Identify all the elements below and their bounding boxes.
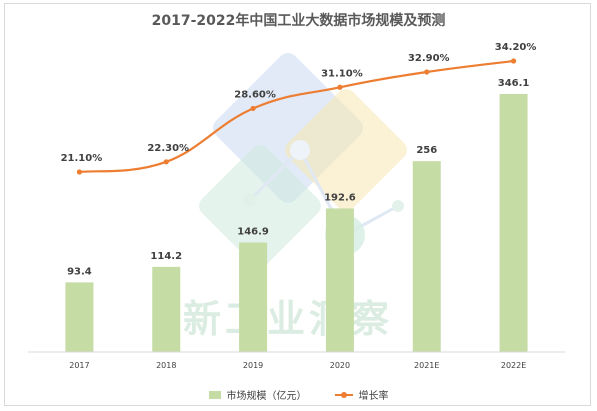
legend-bar-swatch bbox=[208, 390, 221, 399]
bar-2018 bbox=[152, 266, 181, 352]
line-point-2020 bbox=[337, 84, 343, 90]
bar-series: 93.4 114.2 146.9 192.6 256 346.1 bbox=[65, 78, 529, 352]
line-label-2018: 22.30% bbox=[147, 143, 189, 154]
watermark-node-4 bbox=[392, 200, 404, 212]
bar-label-2020: 192.6 bbox=[324, 192, 356, 203]
legend-bar-label: 市场规模（亿元） bbox=[226, 391, 307, 402]
x-tick-label-2021E: 2021E bbox=[414, 361, 439, 370]
line-label-2021E: 32.90% bbox=[408, 53, 450, 64]
line-point-2018 bbox=[163, 159, 169, 165]
legend-line-swatch bbox=[334, 391, 353, 399]
line-label-2020: 31.10% bbox=[321, 68, 363, 79]
bar-2017 bbox=[65, 282, 94, 352]
x-tick-label-2019: 2019 bbox=[243, 361, 263, 370]
x-tick-label-2018: 2018 bbox=[156, 361, 176, 370]
x-axis: 2017 2018 2019 2020 2021E 2022E bbox=[28, 351, 565, 370]
chart-title: 2017-2022年中国工业大数据市场规模及预测 bbox=[151, 13, 446, 29]
bar-label-2022E: 346.1 bbox=[498, 78, 530, 89]
x-tick-label-2022E: 2022E bbox=[501, 361, 526, 370]
line-point-2017 bbox=[76, 169, 83, 175]
chart-legend: 市场规模（亿元） 增长率 bbox=[0, 387, 597, 402]
line-point-2022E bbox=[510, 58, 517, 64]
watermark-text: 新工业洞察 bbox=[183, 297, 393, 341]
watermark-node-2 bbox=[243, 193, 257, 207]
line-point-2021E bbox=[424, 69, 430, 75]
bar-2022E bbox=[499, 94, 528, 352]
bar-label-2017: 93.4 bbox=[67, 266, 92, 277]
watermark-node-1 bbox=[290, 140, 310, 160]
bar-2020 bbox=[325, 208, 354, 352]
watermark-link-1 bbox=[248, 148, 302, 202]
bar-label-2019: 146.9 bbox=[237, 226, 269, 237]
line-label-2017: 21.10% bbox=[61, 153, 103, 164]
bar-label-2018: 114.2 bbox=[150, 251, 182, 262]
bar-2021E bbox=[412, 161, 441, 352]
line-point-2019 bbox=[250, 105, 256, 112]
line-label-2019: 28.60% bbox=[234, 89, 276, 100]
watermark-logo: 新工业洞察 bbox=[183, 52, 407, 341]
bar-label-2021E: 256 bbox=[416, 145, 437, 156]
x-tick-label-2020: 2020 bbox=[330, 361, 350, 370]
legend-item-line: 增长率 bbox=[334, 387, 389, 402]
legend-item-bar: 市场规模（亿元） bbox=[208, 387, 307, 402]
bar-2019 bbox=[239, 242, 268, 352]
line-series: 21.10% 22.30% 28.60% 31.10% 32.90% 34.20% bbox=[61, 42, 537, 175]
line-label-2022E: 34.20% bbox=[495, 42, 537, 53]
watermark-shape-green bbox=[199, 145, 321, 267]
legend-line-label: 增长率 bbox=[358, 391, 389, 402]
growth-rate-line bbox=[79, 59, 514, 174]
x-tick-label-2017: 2017 bbox=[69, 361, 89, 370]
